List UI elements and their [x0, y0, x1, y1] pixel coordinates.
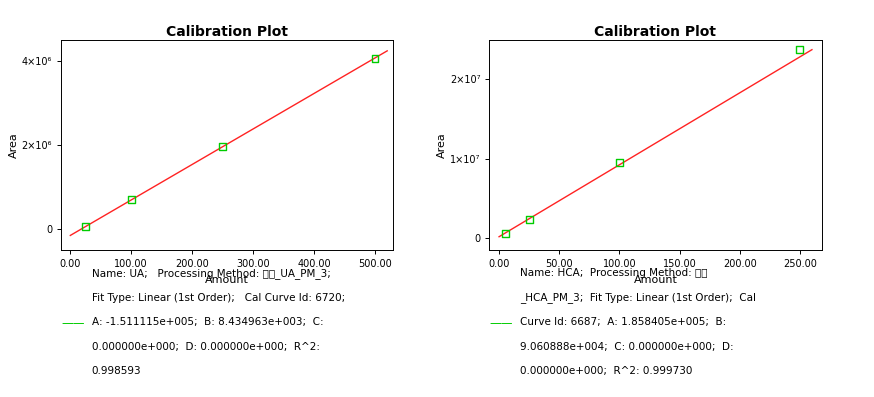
Text: ——: ——	[61, 317, 85, 330]
Text: Fit Type: Linear (1st Order);   Cal Curve Id: 6720;: Fit Type: Linear (1st Order); Cal Curve …	[92, 293, 345, 303]
Point	[498, 230, 512, 236]
Text: 0.000000e+000;  D: 0.000000e+000;  R^2:: 0.000000e+000; D: 0.000000e+000; R^2:	[92, 342, 320, 352]
X-axis label: Amount: Amount	[634, 275, 677, 285]
Title: Calibration Plot: Calibration Plot	[166, 25, 288, 39]
Point	[216, 143, 230, 149]
Point	[124, 197, 138, 203]
Point	[79, 224, 93, 230]
Title: Calibration Plot: Calibration Plot	[594, 25, 717, 39]
Text: Name: UA;   Processing Method: 오메_UA_PM_3;: Name: UA; Processing Method: 오메_UA_PM_3;	[92, 268, 330, 279]
Point	[613, 160, 627, 166]
Point	[522, 216, 536, 223]
Text: 9.060888e+004;  C: 0.000000e+000;  D:: 9.060888e+004; C: 0.000000e+000; D:	[520, 342, 733, 352]
Text: A: -1.511115e+005;  B: 8.434963e+003;  C:: A: -1.511115e+005; B: 8.434963e+003; C:	[92, 317, 323, 327]
Y-axis label: Area: Area	[437, 132, 447, 158]
X-axis label: Amount: Amount	[205, 275, 249, 285]
Text: 0.998593: 0.998593	[92, 366, 142, 376]
Text: Curve Id: 6687;  A: 1.858405e+005;  B:: Curve Id: 6687; A: 1.858405e+005; B:	[520, 317, 726, 327]
Text: ——: ——	[489, 317, 513, 330]
Text: Name: HCA;  Processing Method: 오메: Name: HCA; Processing Method: 오메	[520, 268, 708, 278]
Text: _HCA_PM_3;  Fit Type: Linear (1st Order);  Cal: _HCA_PM_3; Fit Type: Linear (1st Order);…	[520, 293, 756, 303]
Point	[368, 55, 382, 62]
Text: 0.000000e+000;  R^2: 0.999730: 0.000000e+000; R^2: 0.999730	[520, 366, 692, 376]
Point	[793, 46, 807, 52]
Y-axis label: Area: Area	[9, 132, 19, 158]
